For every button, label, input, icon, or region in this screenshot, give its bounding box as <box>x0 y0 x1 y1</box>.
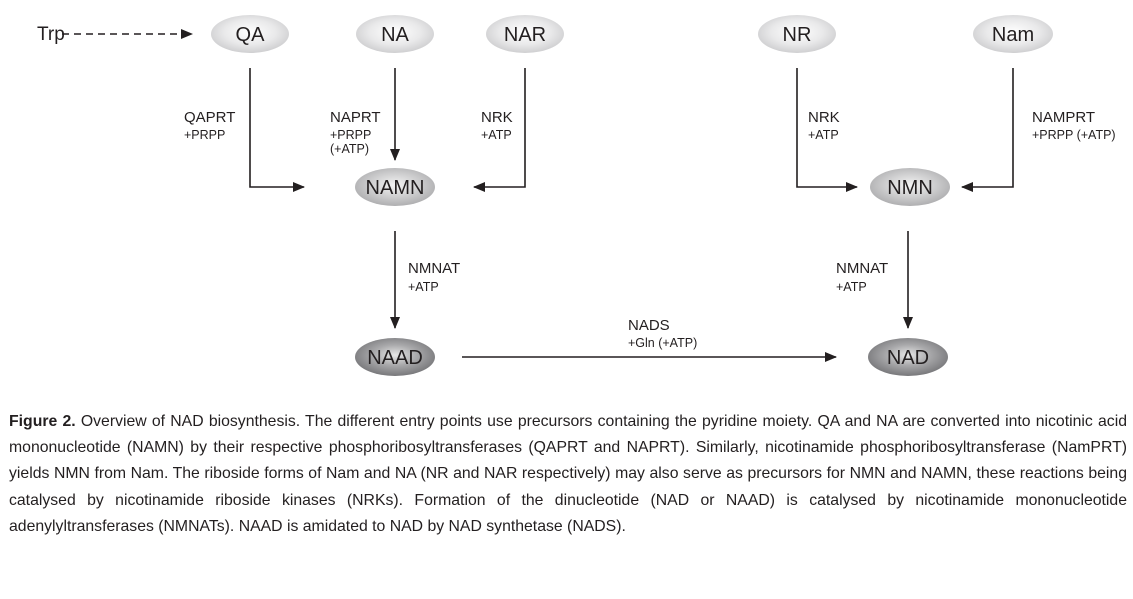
nar-to-namn-arrow <box>473 68 526 192</box>
enzyme-nads: NADS <box>628 317 670 334</box>
node-nr: NR <box>758 15 836 53</box>
enzyme-namprt: NAMPRT <box>1032 109 1095 126</box>
node-trp: Trp <box>37 24 65 45</box>
nam-to-nmn-arrow <box>961 68 1014 192</box>
svg-text:NAMN: NAMN <box>366 177 425 199</box>
qa-to-namn-arrow <box>249 68 305 192</box>
cofactor-nrk-right: +ATP <box>808 128 839 142</box>
node-qa: QA <box>211 15 289 53</box>
node-namn: NAMN <box>355 168 435 206</box>
cofactor-naprt-2: (+ATP) <box>330 142 369 156</box>
node-nar: NAR <box>486 15 564 53</box>
node-nam: Nam <box>973 15 1053 53</box>
cofactor-qaprt: +PRPP <box>184 128 225 142</box>
enzyme-nrk-right: NRK <box>808 109 840 126</box>
svg-text:Nam: Nam <box>992 24 1034 46</box>
svg-text:NMN: NMN <box>887 177 933 199</box>
nr-to-nmn-arrow <box>796 68 858 192</box>
svg-text:NA: NA <box>381 24 409 46</box>
cofactor-nmnat-left: +ATP <box>408 280 439 294</box>
node-na: NA <box>356 15 434 53</box>
cofactor-nmnat-right: +ATP <box>836 280 867 294</box>
cofactor-namprt: +PRPP (+ATP) <box>1032 128 1116 142</box>
svg-text:NAAD: NAAD <box>367 347 423 369</box>
node-nmn: NMN <box>870 168 950 206</box>
svg-text:NAR: NAR <box>504 24 546 46</box>
cofactor-nrk-left: +ATP <box>481 128 512 142</box>
enzyme-nmnat-left: NMNAT <box>408 260 460 277</box>
svg-text:NAD: NAD <box>887 347 929 369</box>
enzyme-qaprt: QAPRT <box>184 109 235 126</box>
cofactor-nads: +Gln (+ATP) <box>628 336 697 350</box>
enzyme-nrk-left: NRK <box>481 109 513 126</box>
cofactor-naprt: +PRPP <box>330 128 371 142</box>
node-nad: NAD <box>868 338 948 376</box>
figure-caption: Figure 2. Overview of NAD biosynthesis. … <box>9 409 1127 540</box>
svg-text:NR: NR <box>783 24 812 46</box>
figure-label: Figure 2. <box>9 413 76 430</box>
nad-biosynthesis-diagram: Trp QA NA NAR NR Nam NAMN NMN NAAD NAD Q… <box>37 15 1116 376</box>
enzyme-nmnat-right: NMNAT <box>836 260 888 277</box>
enzyme-naprt: NAPRT <box>330 109 381 126</box>
node-naad: NAAD <box>355 338 435 376</box>
svg-text:QA: QA <box>236 24 266 46</box>
caption-text: Overview of NAD biosynthesis. The differ… <box>9 413 1127 535</box>
